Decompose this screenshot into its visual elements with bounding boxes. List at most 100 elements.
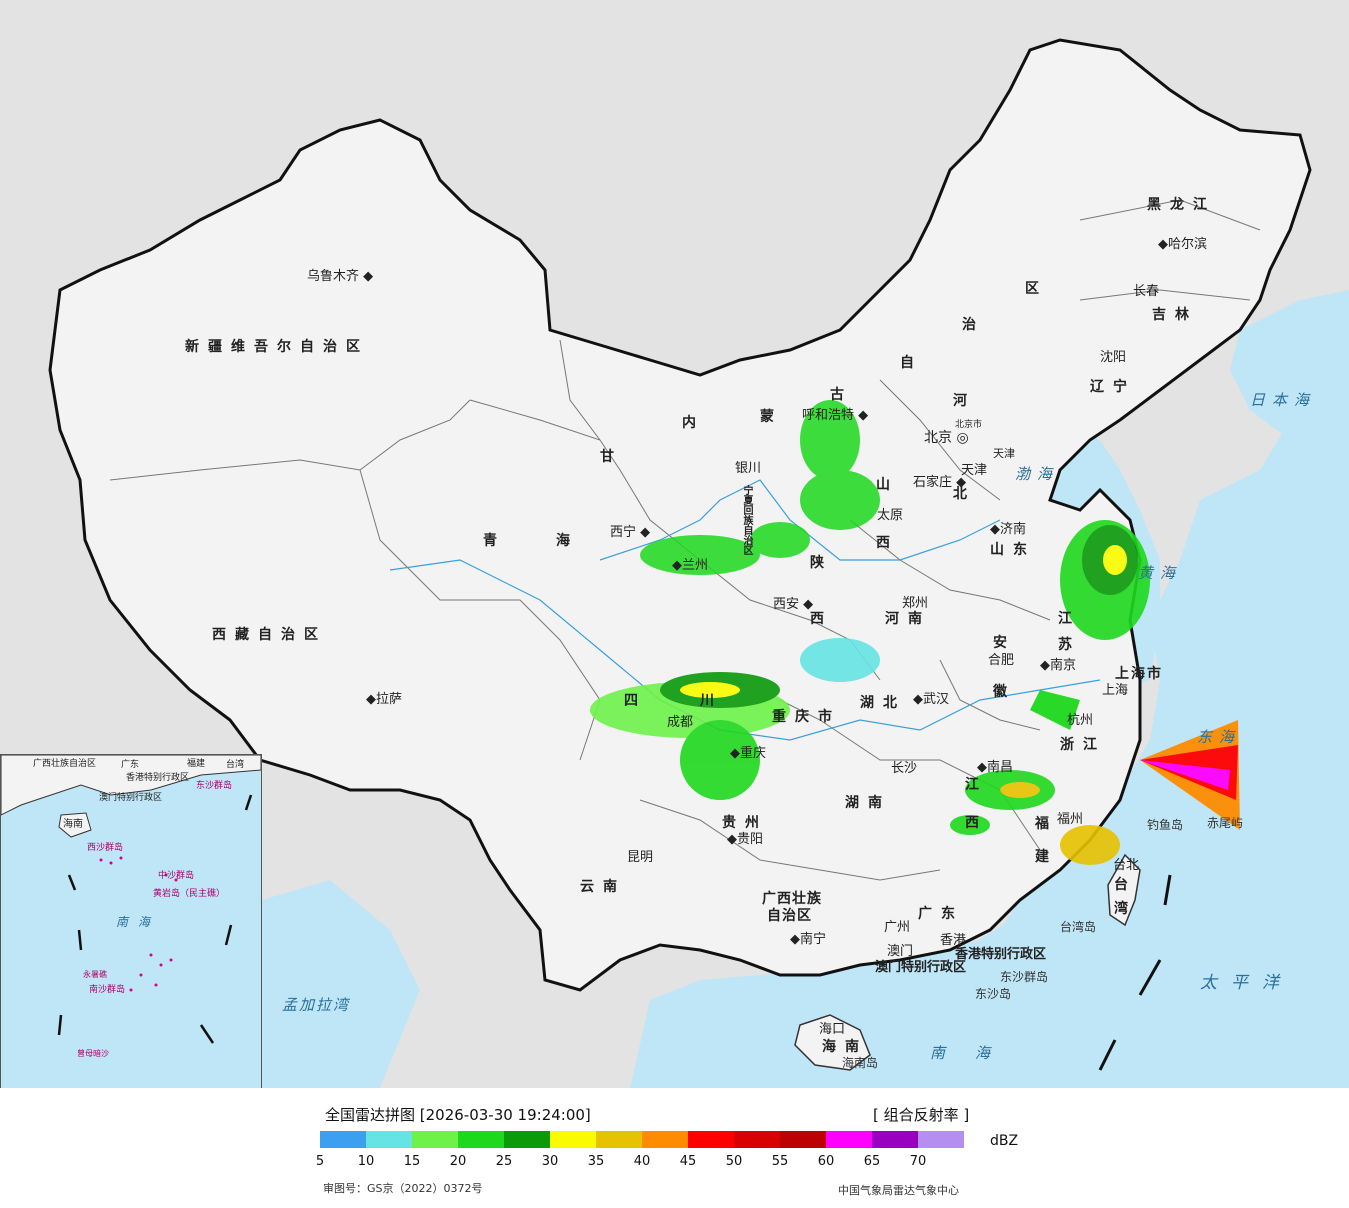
- label-shandong: 山东: [990, 542, 1036, 558]
- south-china-sea-inset: 广西壮族自治区 广东 福建 台湾 香港特别行政区 澳门特别行政区 海南 东沙群岛…: [0, 754, 262, 1088]
- label-jiangsu-2: 苏: [1058, 637, 1081, 653]
- label-neimenggu-6: 区: [1025, 281, 1048, 297]
- sea-east: 东海: [1197, 728, 1242, 746]
- inset-hainan: [58, 812, 92, 838]
- label-neimenggu-1: 内: [682, 415, 705, 431]
- color-swatch: [826, 1131, 872, 1148]
- color-swatch: [918, 1131, 964, 1148]
- taiwan-island-shape: [1107, 853, 1141, 927]
- city-lhasa: ◆拉萨: [366, 692, 403, 707]
- label-neimenggu-5: 治: [962, 317, 985, 333]
- label-beijing-shi: 北京市: [955, 420, 983, 430]
- color-scale-bar: [320, 1131, 964, 1148]
- color-scale-tick: 10: [357, 1154, 375, 1169]
- label-liaoning: 辽宁: [1090, 379, 1136, 395]
- color-scale-tick: 5: [315, 1154, 325, 1169]
- inset-canvas: [1, 755, 261, 1044]
- label-shanxi-1: 山: [876, 477, 899, 493]
- inset-label-hainan: 海南: [63, 819, 83, 830]
- inset-label-zhongsha: 中沙群岛: [158, 871, 195, 881]
- city-zhengzhou: 郑州: [902, 596, 929, 611]
- city-guiyang: ◆贵阳: [727, 832, 764, 847]
- city-changchun: 长春: [1133, 284, 1160, 299]
- color-swatch: [596, 1131, 642, 1148]
- island-diaoyu: 钓鱼岛: [1147, 818, 1184, 832]
- city-chengdu: 成都: [667, 715, 694, 730]
- inset-label-yongshu: 永暑礁: [83, 970, 107, 979]
- color-swatch: [458, 1131, 504, 1148]
- inset-label-guangxi: 广西壮族自治区: [33, 759, 97, 769]
- color-scale-tick: 45: [679, 1154, 697, 1169]
- city-jinan: ◆济南: [990, 522, 1027, 537]
- label-neimenggu-3: 古: [830, 387, 853, 403]
- color-scale-tick: 25: [495, 1154, 513, 1169]
- inset-label-huangyan: 黄岩岛（民主礁）: [153, 889, 226, 899]
- label-tianjin-shi: 天津: [993, 447, 1015, 460]
- city-chongqing: ◆重庆: [730, 746, 767, 761]
- city-hongkong: 香港: [940, 933, 967, 948]
- inset-label-hk: 香港特别行政区: [126, 773, 190, 783]
- city-nanning: ◆南宁: [790, 932, 827, 947]
- color-swatch: [550, 1131, 596, 1148]
- city-guangzhou: 广州: [884, 920, 911, 935]
- city-hefei: 合肥: [988, 653, 1015, 668]
- label-taiwan-1: 台: [1114, 877, 1137, 893]
- radar-echo-north: [640, 400, 880, 575]
- label-neimenggu-2: 蒙: [760, 409, 783, 425]
- city-changsha: 长沙: [891, 761, 918, 776]
- label-chongqing-shi: 重庆市: [772, 709, 841, 725]
- label-hebei-2: 北: [953, 486, 976, 502]
- color-scale-tick: 60: [817, 1154, 835, 1169]
- japan-sea-area: [1230, 290, 1349, 470]
- city-xining: 西宁 ◆: [610, 525, 651, 540]
- label-neimenggu-4: 自: [900, 355, 923, 371]
- label-jiangxi-1: 江: [965, 777, 988, 793]
- city-yinchuan: 银川: [735, 461, 762, 476]
- nine-dash-line: [1098, 874, 1172, 1071]
- color-scale-tick: 70: [909, 1154, 927, 1169]
- label-fujian-1: 福: [1035, 816, 1058, 832]
- color-scale-tick: 20: [449, 1154, 467, 1169]
- label-hk-sar: 香港特别行政区: [955, 947, 1047, 962]
- color-scale-tick: 50: [725, 1154, 743, 1169]
- sea-yellow: 黄海: [1138, 564, 1183, 582]
- city-shanghai: 上海: [1102, 683, 1129, 698]
- city-xian: 西安 ◆: [773, 597, 814, 612]
- legend-panel: 全国雷达拼图 [2026-03-30 19:24:00] [ 组合反射率 ] 5…: [0, 1088, 1349, 1208]
- label-sichuan-2: 川: [700, 693, 723, 709]
- pacific-sea-area: [1000, 360, 1349, 1088]
- label-shaanxi-2: 西: [810, 611, 833, 627]
- color-swatch: [642, 1131, 688, 1148]
- label-fujian-2: 建: [1035, 849, 1058, 865]
- color-swatch: [412, 1131, 458, 1148]
- island-hainan: 海南岛: [842, 1056, 879, 1070]
- label-jiangxi-2: 西: [965, 815, 988, 831]
- label-hubei: 湖北: [860, 695, 906, 711]
- city-shijiazhuang: 石家庄 ◆: [913, 475, 967, 490]
- city-urumqi: 乌鲁木齐 ◆: [307, 269, 374, 284]
- map-approval-number: 审图号：GS京（2022）0372号: [323, 1182, 483, 1195]
- china-landmass: [48, 38, 1312, 992]
- label-anhui-2: 徽: [993, 684, 1016, 700]
- city-beijing: 北京 ◎: [924, 430, 969, 446]
- radar-echo-taiwan-strait: [1030, 690, 1240, 830]
- label-xizang: 西藏自治区: [212, 627, 327, 643]
- inset-label-macao: 澳门特别行政区: [99, 793, 163, 803]
- label-guangxi-2: 自治区: [767, 908, 812, 924]
- city-nanjing: ◆南京: [1040, 658, 1077, 673]
- label-gansu: 甘: [600, 449, 623, 465]
- island-dongsha-group: 东沙群岛: [1000, 970, 1049, 984]
- color-swatch: [366, 1131, 412, 1148]
- color-swatch: [688, 1131, 734, 1148]
- label-hainan: 海南: [822, 1039, 868, 1055]
- label-xinjiang: 新疆维吾尔自治区: [185, 339, 369, 355]
- inset-label-zengmu: 曾母暗沙: [77, 1049, 109, 1058]
- label-jiangsu-1: 江: [1058, 611, 1081, 627]
- label-zhejiang: 浙江: [1060, 737, 1106, 753]
- city-haikou: 海口: [819, 1022, 846, 1037]
- label-macao-sar: 澳门特别行政区: [875, 960, 967, 975]
- sea-bengal: 孟加拉湾: [282, 996, 351, 1014]
- label-yunnan: 云南: [580, 879, 626, 895]
- inset-nine-dash: [57, 794, 253, 1044]
- color-swatch: [780, 1131, 826, 1148]
